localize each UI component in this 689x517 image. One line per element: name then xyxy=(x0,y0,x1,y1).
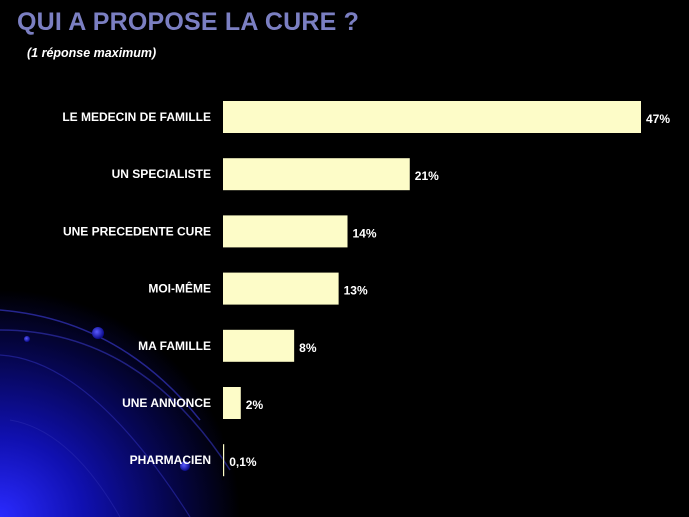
category-label-le-medecin-de-famille: LE MEDECIN DE FAMILLE xyxy=(62,110,211,124)
category-label-ma-famille: MA FAMILLE xyxy=(138,339,211,353)
bar-le-medecin-de-famille xyxy=(223,101,641,133)
bar-ma-famille xyxy=(223,329,295,362)
value-label-ma-famille: 8% xyxy=(299,341,317,355)
category-label-moi-meme: MOI-MÊME xyxy=(148,281,211,296)
value-label-un-specialiste: 21% xyxy=(415,169,439,183)
bar-un-specialiste xyxy=(223,158,410,191)
category-label-une-annonce: UNE ANNONCE xyxy=(122,396,211,410)
value-label-moi-meme: 13% xyxy=(344,284,368,298)
category-label-une-precedente-cure: UNE PRECEDENTE CURE xyxy=(63,224,211,238)
category-label-un-specialiste: UN SPECIALISTE xyxy=(112,167,211,181)
value-label-pharmacien: 0,1% xyxy=(229,455,257,469)
value-label-le-medecin-de-famille: 47% xyxy=(646,112,670,126)
value-label-une-annonce: 2% xyxy=(246,398,264,412)
bar-moi-meme xyxy=(223,272,339,305)
bar-une-precedente-cure xyxy=(223,215,348,248)
bar-une-annonce xyxy=(223,387,241,419)
page-subtitle: (1 réponse maximum) xyxy=(27,46,157,60)
value-label-une-precedente-cure: 14% xyxy=(353,226,377,240)
bar-pharmacien xyxy=(223,444,225,477)
page-title: QUI A PROPOSE LA CURE ? xyxy=(17,8,360,36)
category-label-pharmacien: PHARMACIEN xyxy=(130,453,211,467)
